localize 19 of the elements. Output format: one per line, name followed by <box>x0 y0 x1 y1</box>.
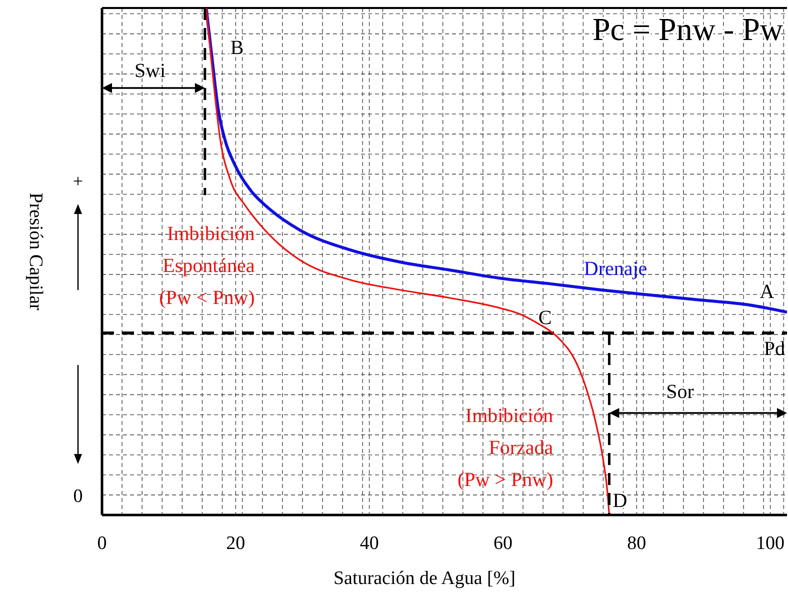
series-label: Drenaje <box>584 258 648 280</box>
x-tick-label: 40 <box>360 533 379 554</box>
x-tick-label: 20 <box>226 533 246 554</box>
annotation: Swi <box>134 60 166 82</box>
x-tick-label: 60 <box>493 533 512 554</box>
ref-line-label: Pd <box>764 338 785 360</box>
text: 0 <box>73 486 83 507</box>
annotation: B <box>230 37 244 59</box>
annotation: C <box>538 307 552 329</box>
x-axis-title: Saturación de Agua [%] <box>333 568 516 589</box>
x-tick-label: 0 <box>97 533 107 554</box>
text: + <box>72 171 84 191</box>
y-axis-title: Presión Capilar <box>25 192 46 312</box>
series-label: Imbibición Forzada (Pw > Pnw) <box>457 405 554 492</box>
series-label: Imbibición Espontánea (Pw < Pnw) <box>159 222 255 309</box>
x-tick-label: 100 <box>756 533 785 554</box>
x-tick-label: 80 <box>627 533 646 554</box>
annotation: A <box>760 281 775 303</box>
annotation: D <box>612 490 628 512</box>
